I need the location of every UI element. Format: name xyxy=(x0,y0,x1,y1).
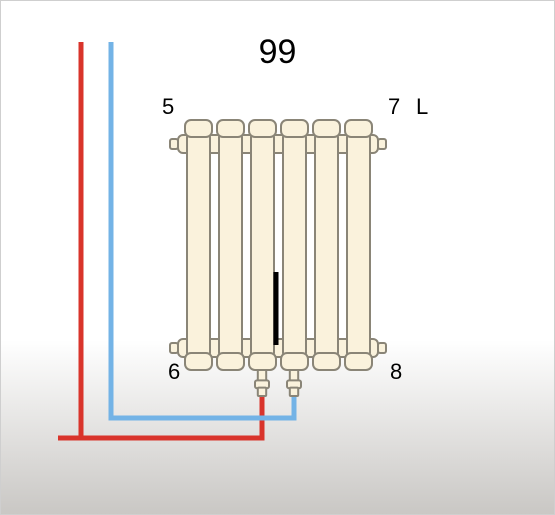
diagram-stage: 99 5 7 6 8 L xyxy=(0,0,555,515)
port-label-8: 8 xyxy=(390,359,402,385)
diagram-title: 99 xyxy=(0,33,555,72)
port-label-5: 5 xyxy=(162,94,174,120)
length-label-L: L xyxy=(416,94,428,120)
port-label-6: 6 xyxy=(168,359,180,385)
radiator-diagram-svg xyxy=(0,0,555,515)
port-label-7: 7 xyxy=(388,94,400,120)
